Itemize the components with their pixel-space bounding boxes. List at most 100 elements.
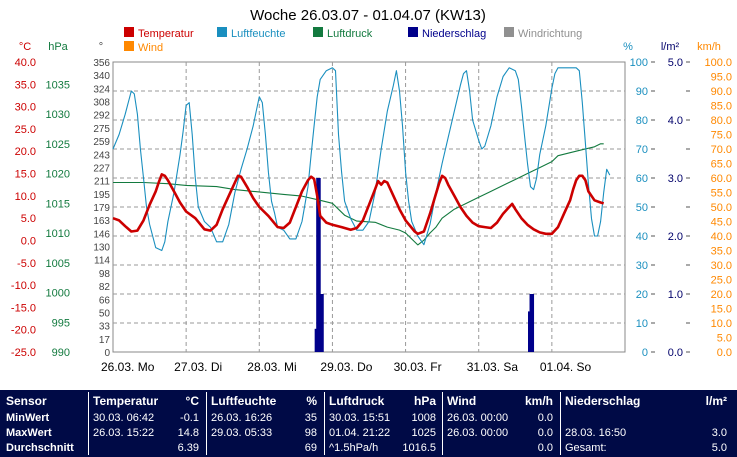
winddir-tick-label: 130	[93, 243, 110, 254]
x-day-label: 01.04. So	[540, 360, 592, 374]
stat-temp-value: 6.39	[177, 442, 199, 454]
pressure-tick-label: 995	[52, 317, 70, 329]
winddir-tick-label: 211	[94, 177, 110, 188]
precipitation-bar	[320, 294, 324, 352]
legend-swatch	[124, 41, 134, 51]
winddir-tick-label: 292	[93, 111, 110, 122]
winddir-tick-label: 17	[99, 335, 111, 346]
winddir-tick-label: 259	[93, 137, 110, 148]
temperature-tick-label: 5.0	[21, 213, 36, 225]
stat-hum-value: 69	[304, 442, 317, 454]
precipitation-tick-label: 3.0	[668, 173, 683, 185]
temperature-tick-label: -20.0	[11, 325, 36, 337]
wind-tick-label: 40.0	[711, 231, 732, 243]
temperature-unit-label: °C	[19, 41, 31, 53]
pressure-tick-label: 1000	[46, 288, 70, 300]
winddir-tick-label: 227	[93, 163, 110, 174]
series-line-temperature	[112, 173, 605, 236]
winddir-tick-label: 98	[99, 269, 111, 280]
stat-header-sensor: Sensor	[6, 394, 47, 408]
wind-tick-label: 45.0	[711, 217, 732, 229]
humidity-tick-label: 80	[636, 115, 648, 127]
winddir-tick-label: 195	[93, 190, 110, 201]
temperature-tick-label: 15.0	[15, 169, 36, 181]
stat-wind-time: 26.03. 00:00	[447, 412, 509, 424]
precipitation-bar	[531, 294, 535, 352]
winddir-tick-label: 308	[93, 98, 110, 109]
stat-press-time: ^1.5hPa/h	[329, 442, 379, 454]
stat-hum-value: 98	[304, 427, 317, 439]
winddir-unit-label: °	[99, 41, 103, 53]
x-day-label: 29.03. Do	[320, 360, 372, 374]
precipitation-tick-label: 5.0	[668, 57, 683, 69]
wind-tick-label: 15.0	[711, 304, 732, 316]
stat-temp-value: -0.1	[180, 412, 199, 424]
stat-wind-value: 0.0	[537, 442, 553, 454]
wind-tick-label: 20.0	[711, 289, 732, 301]
precipitation-tick-label: 2.0	[668, 231, 683, 243]
wind-tick-label: 70.0	[711, 144, 732, 156]
x-axis-day-labels: 26.03. Mo 27.03. Di 28.03. Mi 29.03. Do 30.0…	[101, 360, 592, 374]
stat-temp-time: 26.03. 15:22	[93, 427, 155, 439]
pressure-tick-label: 1015	[46, 198, 70, 210]
x-day-label: 28.03. Mi	[247, 360, 296, 374]
stat-wind-time: 26.03. 00:00	[447, 427, 509, 439]
winddir-tick-label: 33	[99, 322, 111, 333]
stat-unit-rain: l/m²	[705, 394, 727, 408]
stat-press-value: 1025	[411, 427, 436, 439]
axis-unit-labels: °C hPa °% l/m² km/h	[19, 41, 721, 53]
stat-header-wind: Wind	[447, 394, 477, 408]
stat-unit-press: hPa	[413, 394, 436, 408]
legend-swatch	[124, 27, 134, 37]
winddir-tick-label: 114	[94, 256, 110, 267]
wind-tick-label: 35.0	[711, 246, 732, 258]
precipitation-bars	[314, 178, 535, 352]
humidity-tick-label: 60	[636, 173, 648, 185]
stat-row-label: MinWert	[6, 412, 50, 424]
stat-row-label: Durchschnitt	[6, 442, 74, 454]
wind-tick-label: 75.0	[711, 130, 732, 142]
wind-tick-label: 60.0	[711, 173, 732, 185]
series-lines	[112, 67, 611, 252]
legend-swatch	[313, 27, 323, 37]
legend-swatch	[217, 27, 227, 37]
stat-press-value: 1008	[411, 412, 436, 424]
chart-title: Woche 26.03.07 - 01.04.07 (KW13)	[250, 7, 486, 24]
temperature-tick-label: 10.0	[15, 191, 36, 203]
pressure-tick-label: 990	[52, 347, 70, 359]
stat-hum-value: 35	[304, 412, 317, 424]
stat-unit-wind: km/h	[524, 394, 553, 408]
pressure-tick-label: 1030	[46, 109, 70, 121]
wind-tick-label: 90.0	[711, 86, 732, 98]
precipitation-bar	[317, 178, 321, 352]
humidity-tick-label: 90	[636, 86, 648, 98]
wind-tick-label: 85.0	[711, 101, 732, 113]
stat-temp-value: 14.8	[177, 427, 199, 439]
stat-unit-temp: °C	[185, 394, 199, 408]
humidity-tick-label: 20	[636, 289, 648, 301]
legend-swatch	[504, 27, 514, 37]
precipitation-bar	[529, 294, 533, 352]
stat-press-value: 1016.5	[402, 442, 436, 454]
wind-tick-label: 10.0	[711, 318, 732, 330]
humidity-tick-label: 50	[636, 202, 648, 214]
legend-swatch	[408, 27, 418, 37]
temperature-tick-label: 25.0	[15, 124, 36, 136]
stat-rain-value: 3.0	[711, 427, 727, 439]
wind-tick-label: 50.0	[711, 202, 732, 214]
precipitation-bar	[314, 328, 318, 352]
wind-tick-label: 25.0	[711, 275, 732, 287]
precipitation-tick-label: 4.0	[668, 115, 683, 127]
stat-header-press: Luftdruck	[329, 394, 385, 408]
temperature-tick-label: 35.0	[15, 79, 36, 91]
stat-wind-value: 0.0	[537, 412, 553, 424]
winddir-tick-label: 82	[99, 282, 111, 293]
x-day-label: 26.03. Mo	[101, 360, 155, 374]
humidity-tick-label: 0	[642, 347, 648, 359]
winddir-tick-label: 163	[93, 216, 110, 227]
wind-tick-label: 100.0	[704, 57, 732, 69]
stat-row-label: MaxWert	[6, 427, 52, 439]
stat-header-rain: Niederschlag	[565, 394, 641, 408]
stat-temp-time: 30.03. 06:42	[93, 412, 155, 424]
wind-tick-label: 95.0	[711, 72, 732, 84]
